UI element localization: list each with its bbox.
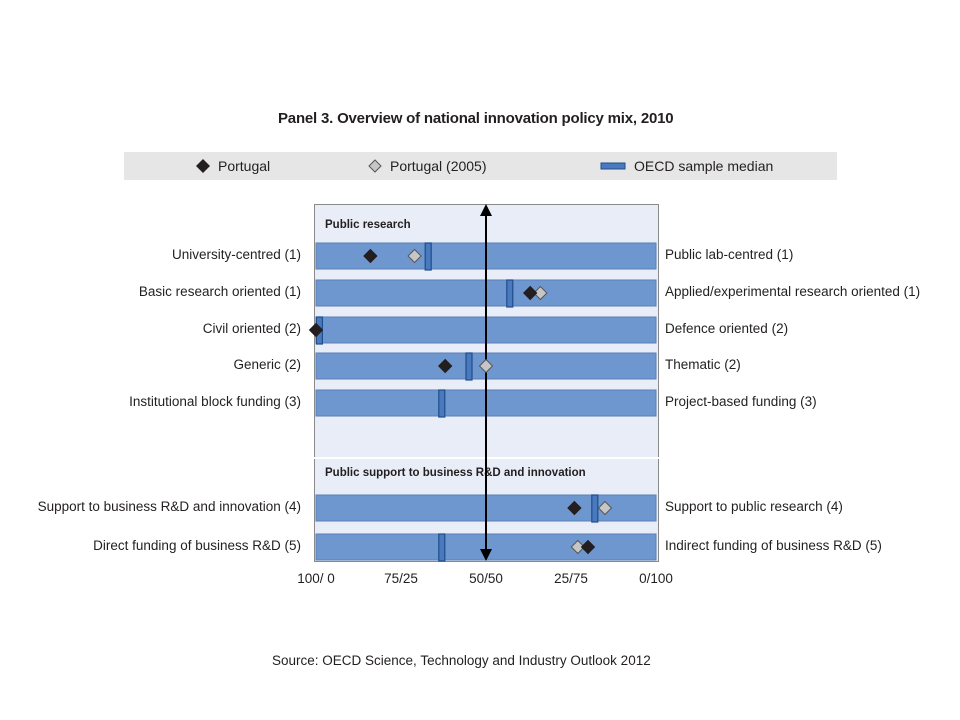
legend-label: OECD sample median bbox=[634, 158, 774, 174]
portugal-marker bbox=[580, 539, 596, 555]
legend-item-oecd-median: OECD sample median bbox=[600, 152, 773, 180]
row-label-left: Basic research oriented (1) bbox=[138, 284, 301, 299]
row-label-left: Civil oriented (2) bbox=[202, 321, 301, 336]
median-marker bbox=[591, 494, 599, 523]
portugal-2005-marker bbox=[570, 539, 586, 555]
row-label-left: Direct funding of business R&D (5) bbox=[93, 538, 301, 553]
section-title-business-support: Public support to business R&D and innov… bbox=[325, 467, 586, 479]
row-label-right: Defence oriented (2) bbox=[665, 321, 789, 336]
row-label-right: Thematic (2) bbox=[665, 357, 741, 372]
x-tick-label: 0/100 bbox=[639, 571, 673, 586]
median-marker bbox=[438, 533, 446, 562]
row-label-left: Generic (2) bbox=[233, 357, 301, 372]
row-label-right: Public lab-centred (1) bbox=[665, 247, 794, 262]
portugal-marker bbox=[363, 248, 378, 264]
portugal-marker bbox=[522, 285, 538, 301]
portugal-marker bbox=[437, 358, 453, 374]
legend-label: Portugal bbox=[218, 158, 271, 174]
center-arrow-top bbox=[480, 204, 492, 216]
median-marker bbox=[438, 389, 446, 418]
portugal-2005-marker bbox=[533, 285, 548, 301]
row-label-right: Applied/experimental research oriented (… bbox=[665, 284, 921, 299]
source-note: Source: OECD Science, Technology and Ind… bbox=[272, 653, 651, 668]
median-bar-icon bbox=[600, 162, 626, 170]
row-label-left: Support to business R&D and innovation (… bbox=[37, 499, 301, 514]
median-marker bbox=[465, 352, 473, 381]
row-label-right: Project-based funding (3) bbox=[665, 394, 817, 409]
portugal-2005-marker bbox=[407, 248, 422, 264]
diamond-black-icon bbox=[196, 159, 210, 173]
portugal-marker bbox=[567, 500, 582, 516]
x-tick-label: 50/50 bbox=[469, 571, 503, 586]
row-label-right: Indirect funding of business R&D (5) bbox=[665, 538, 882, 553]
center-arrow-bottom bbox=[480, 549, 492, 561]
x-tick-label: 100/ 0 bbox=[297, 571, 335, 586]
portugal-2005-marker bbox=[478, 358, 494, 374]
row-label-left: Institutional block funding (3) bbox=[129, 394, 301, 409]
median-marker bbox=[506, 279, 514, 308]
row-label-left: University-centred (1) bbox=[171, 247, 301, 262]
legend-item-portugal: Portugal bbox=[196, 152, 270, 180]
chart-title: Panel 3. Overview of national innovation… bbox=[278, 110, 674, 127]
row-label-right: Support to public research (4) bbox=[665, 499, 843, 514]
section-title-public-research: Public research bbox=[325, 219, 411, 231]
median-marker bbox=[424, 242, 432, 271]
legend-item-portugal-2005: Portugal (2005) bbox=[368, 152, 487, 180]
x-tick-label: 25/75 bbox=[554, 571, 588, 586]
portugal-2005-marker bbox=[597, 500, 613, 516]
portugal-marker bbox=[308, 322, 324, 338]
diamond-grey-icon bbox=[368, 159, 382, 173]
legend-label: Portugal (2005) bbox=[390, 158, 487, 174]
legend: Portugal Portugal (2005) OECD sample med… bbox=[124, 152, 837, 180]
x-tick-label: 75/25 bbox=[384, 571, 418, 586]
